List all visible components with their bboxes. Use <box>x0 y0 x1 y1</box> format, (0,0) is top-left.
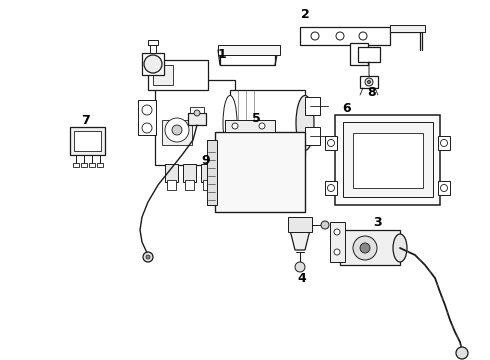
Text: 5: 5 <box>252 112 260 125</box>
Bar <box>207 140 217 205</box>
Circle shape <box>327 139 335 147</box>
Bar <box>73 163 79 167</box>
Bar <box>185 180 194 190</box>
Circle shape <box>441 184 447 192</box>
Bar <box>353 133 423 188</box>
Circle shape <box>172 125 182 135</box>
Bar <box>162 120 192 145</box>
Bar <box>360 76 378 88</box>
Bar <box>221 180 230 190</box>
Bar <box>148 40 158 45</box>
Text: 4: 4 <box>297 271 306 284</box>
Bar <box>350 43 368 65</box>
Bar <box>438 181 450 195</box>
Circle shape <box>360 243 370 253</box>
Bar <box>237 164 250 182</box>
Bar <box>142 53 164 75</box>
Circle shape <box>295 262 305 272</box>
Bar <box>335 115 440 205</box>
Bar <box>305 97 320 115</box>
Bar <box>340 230 400 265</box>
Bar <box>230 90 305 155</box>
Bar <box>150 45 156 53</box>
Ellipse shape <box>393 234 407 262</box>
Bar <box>358 47 380 62</box>
Circle shape <box>232 123 238 129</box>
Circle shape <box>368 81 370 84</box>
Bar <box>188 113 206 125</box>
Circle shape <box>144 55 162 73</box>
Bar <box>438 136 450 150</box>
Circle shape <box>142 123 152 133</box>
Bar <box>330 222 345 262</box>
Bar <box>325 181 337 195</box>
Bar <box>74 131 101 151</box>
Bar <box>89 163 95 167</box>
Bar <box>288 217 312 232</box>
Bar <box>215 132 305 212</box>
Circle shape <box>353 236 377 260</box>
Circle shape <box>334 249 340 255</box>
Circle shape <box>334 229 340 235</box>
Text: 1: 1 <box>218 49 226 62</box>
Circle shape <box>336 32 344 40</box>
Bar <box>183 164 196 182</box>
Bar <box>70 127 105 155</box>
Bar <box>220 47 275 65</box>
Circle shape <box>165 118 189 142</box>
Bar <box>225 120 275 132</box>
Bar <box>219 164 232 182</box>
Circle shape <box>327 184 335 192</box>
Circle shape <box>143 252 153 262</box>
Text: 9: 9 <box>202 153 210 166</box>
Circle shape <box>359 32 367 40</box>
Circle shape <box>456 347 468 359</box>
Ellipse shape <box>296 95 314 150</box>
Bar <box>201 164 214 182</box>
Bar <box>203 180 212 190</box>
Circle shape <box>321 221 329 229</box>
Text: 8: 8 <box>368 85 376 99</box>
Bar <box>81 163 87 167</box>
Circle shape <box>142 105 152 115</box>
Bar <box>148 60 208 90</box>
Bar <box>300 27 390 45</box>
Polygon shape <box>290 230 310 250</box>
Bar <box>155 80 235 165</box>
Circle shape <box>441 139 447 147</box>
Text: 3: 3 <box>373 216 381 229</box>
Bar <box>190 107 204 113</box>
Bar <box>343 122 433 197</box>
Bar <box>167 180 176 190</box>
Circle shape <box>365 78 373 86</box>
Circle shape <box>259 123 265 129</box>
Ellipse shape <box>335 234 345 262</box>
Circle shape <box>146 255 150 259</box>
Circle shape <box>311 32 319 40</box>
Bar <box>239 180 248 190</box>
Text: 6: 6 <box>343 102 351 114</box>
Bar <box>153 65 173 85</box>
Bar <box>138 100 156 135</box>
Circle shape <box>194 110 200 116</box>
Bar <box>390 25 425 32</box>
Bar <box>97 163 103 167</box>
Text: 2: 2 <box>301 9 309 22</box>
Bar <box>325 136 337 150</box>
Bar <box>305 127 320 145</box>
Text: 7: 7 <box>81 113 89 126</box>
Bar <box>165 164 178 182</box>
Ellipse shape <box>223 95 237 150</box>
Bar <box>218 45 280 55</box>
